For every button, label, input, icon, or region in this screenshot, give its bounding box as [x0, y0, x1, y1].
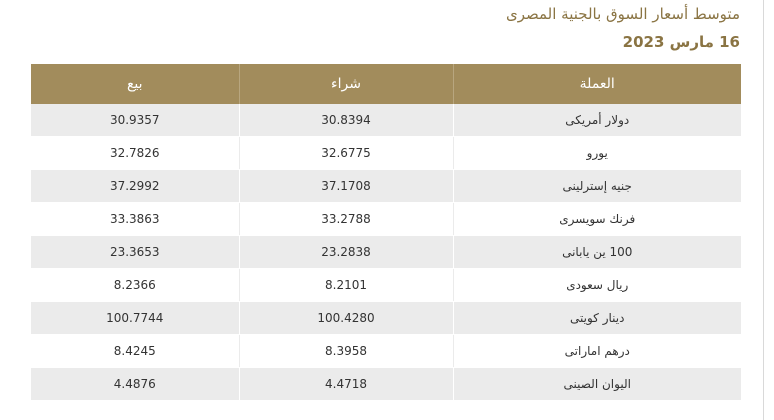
buy-rate-cell: 8.2101	[238, 268, 453, 302]
table-row: فرنك سويسرى 33.2788 33.3863	[31, 202, 741, 236]
sell-rate-cell: 33.3863	[31, 202, 239, 236]
sell-rate-cell: 4.4876	[31, 367, 239, 401]
currency-name-cell: فرنك سويسرى	[452, 202, 741, 236]
table-row: جنيه إسترلينى 37.1708 37.2992	[31, 169, 741, 203]
buy-rate-cell: 100.4280	[238, 301, 453, 335]
currency-name-cell: درهم اماراتى	[452, 334, 741, 368]
buy-rate-cell: 8.3958	[238, 334, 453, 368]
table-row: 100 ين يابانى 23.2838 23.3653	[31, 235, 741, 269]
sell-rate-cell: 30.9357	[31, 104, 239, 137]
sell-rate-cell: 32.7826	[31, 136, 239, 170]
sell-rate-cell: 8.4245	[31, 334, 239, 368]
buy-rate-cell: 30.8394	[238, 104, 453, 137]
table-row: دينار كويتى 100.4280 100.7744	[31, 301, 741, 335]
table-row: ريال سعودى 8.2101 8.2366	[31, 268, 741, 302]
currency-name-cell: دينار كويتى	[452, 301, 741, 335]
table-row: دولار أمريكى 30.8394 30.9357	[31, 104, 741, 137]
sell-rate-cell: 8.2366	[31, 268, 239, 302]
currency-name-cell: دولار أمريكى	[452, 104, 741, 137]
right-divider	[763, 0, 764, 420]
column-header-currency: العملة	[452, 64, 741, 104]
currency-name-cell: جنيه إسترلينى	[452, 169, 741, 203]
buy-rate-cell: 4.4718	[238, 367, 453, 401]
currency-name-cell: 100 ين يابانى	[452, 235, 741, 269]
column-header-buy: شراء	[238, 64, 453, 104]
currency-name-cell: ريال سعودى	[452, 268, 741, 302]
table-row: يورو 32.6775 32.7826	[31, 136, 741, 170]
column-header-sell: بيع	[31, 64, 239, 104]
buy-rate-cell: 32.6775	[238, 136, 453, 170]
sell-rate-cell: 100.7744	[31, 301, 239, 335]
table-row: اليوان الصينى 4.4718 4.4876	[31, 367, 741, 401]
currency-name-cell: يورو	[452, 136, 741, 170]
buy-rate-cell: 23.2838	[238, 235, 453, 269]
page-title: متوسط أسعار السوق بالجنية المصرى	[505, 5, 740, 23]
exchange-rates-table: العملة شراء بيع دولار أمريكى 30.8394 30.…	[31, 64, 741, 401]
currency-name-cell: اليوان الصينى	[452, 367, 741, 401]
table-row: درهم اماراتى 8.3958 8.4245	[31, 334, 741, 368]
buy-rate-cell: 37.1708	[238, 169, 453, 203]
table-header-row: العملة شراء بيع	[31, 64, 741, 104]
sell-rate-cell: 37.2992	[31, 169, 239, 203]
sell-rate-cell: 23.3653	[31, 235, 239, 269]
rates-date: 16 مارس 2023	[622, 33, 740, 51]
buy-rate-cell: 33.2788	[238, 202, 453, 236]
